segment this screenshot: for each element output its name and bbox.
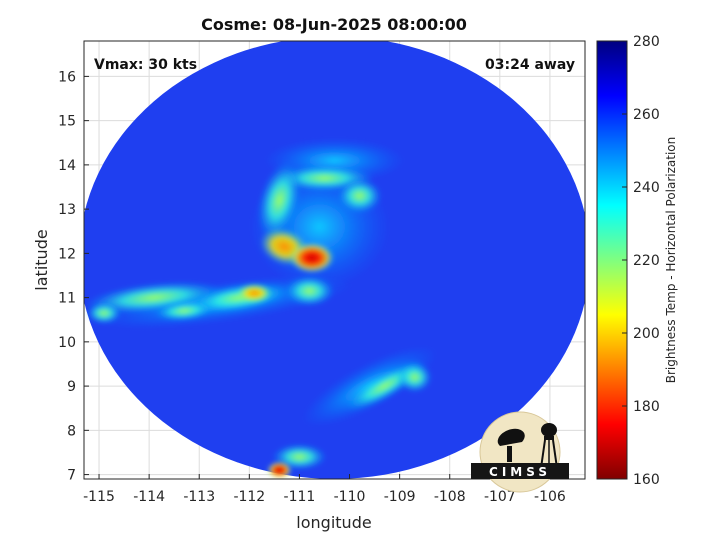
colorbar-ticks: 160 180 200 220 240 260 280 xyxy=(622,34,660,488)
colorbar-tick-label: 160 xyxy=(633,472,660,488)
cimss-logo-text: CIMSS xyxy=(489,465,551,479)
brightness-feature xyxy=(257,161,302,240)
colorbar-tick-label: 200 xyxy=(633,326,660,342)
colorbar-tick-label: 260 xyxy=(633,107,660,123)
y-tick-label: 10 xyxy=(58,335,76,351)
colorbar-tick-label: 280 xyxy=(633,34,660,50)
brightness-feature xyxy=(289,242,335,274)
x-axis-label: longitude xyxy=(296,513,371,532)
cloud-features xyxy=(84,138,437,479)
y-tick-label: 13 xyxy=(58,202,76,218)
cimss-logo: CIMSS xyxy=(471,411,569,493)
y-axis-ticks: 7 8 9 10 11 12 13 14 15 16 xyxy=(58,69,89,484)
x-tick-label: -107 xyxy=(484,489,516,505)
brightness-feature xyxy=(236,283,272,303)
y-tick-label: 16 xyxy=(58,69,76,85)
brightness-feature xyxy=(397,361,433,393)
x-tick-label: -112 xyxy=(233,489,265,505)
y-tick-label: 15 xyxy=(58,114,76,130)
plot-frame xyxy=(83,40,586,480)
plot-area: -115 -114 -113 -112 -111 -110 -109 -108 -107 -106… xyxy=(58,40,586,505)
x-tick-label: -115 xyxy=(83,489,115,505)
brightness-feature xyxy=(337,178,383,214)
brightness-feature xyxy=(284,275,335,307)
vmax-annotation: Vmax: 30 kts xyxy=(94,57,197,73)
colorbar-tick-label: 240 xyxy=(633,180,660,196)
y-tick-label: 14 xyxy=(58,158,76,174)
time-away-annotation: 03:24 away xyxy=(485,57,575,73)
y-tick-label: 7 xyxy=(67,468,76,484)
x-tick-label: -111 xyxy=(284,489,316,505)
colorbar-tick-label: 220 xyxy=(633,253,660,269)
y-tick-label: 12 xyxy=(58,246,76,262)
y-tick-label: 8 xyxy=(67,423,76,439)
colorbar-label: Brightness Temp - Horizontal Polarizatio… xyxy=(664,137,678,384)
colorbar-tick-label: 180 xyxy=(633,399,660,415)
brightness-feature xyxy=(86,302,122,325)
y-tick-label: 9 xyxy=(67,379,76,395)
x-axis-ticks: -115 -114 -113 -112 -111 -110 -109 -108 -107 -106 xyxy=(83,474,566,505)
x-tick-label: -109 xyxy=(384,489,416,505)
x-tick-label: -106 xyxy=(534,489,566,505)
colorbar: 160 180 200 220 240 260 280 Brightness Temp - … xyxy=(596,34,678,488)
x-tick-label: -108 xyxy=(434,489,466,505)
chart-title: Cosme: 08-Jun-2025 08:00:00 xyxy=(201,15,467,34)
x-tick-label: -113 xyxy=(183,489,215,505)
x-tick-label: -114 xyxy=(133,489,165,505)
y-tick-label: 11 xyxy=(58,291,76,307)
x-tick-label: -110 xyxy=(334,489,366,505)
y-axis-label: latitude xyxy=(32,229,51,290)
brightness-feature xyxy=(154,300,215,321)
brightness-feature xyxy=(266,461,292,479)
